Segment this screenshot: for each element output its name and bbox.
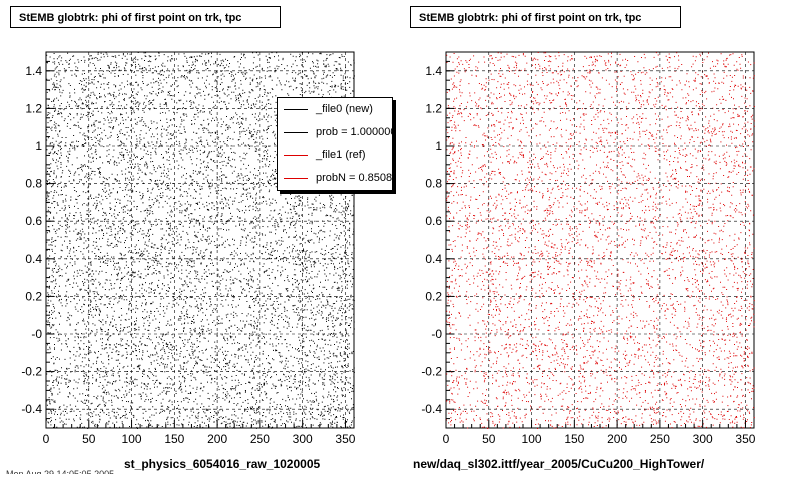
legend-line-file0 bbox=[284, 109, 308, 110]
y-tick-label: -0.4 bbox=[21, 402, 42, 416]
x-tick-label: 250 bbox=[250, 432, 270, 446]
y-tick-label: -0 bbox=[31, 327, 42, 341]
y-tick-label: 0.6 bbox=[25, 214, 42, 228]
x-tick-label: 350 bbox=[735, 432, 755, 446]
y-tick-label: 1 bbox=[435, 139, 442, 153]
legend-line-probn bbox=[284, 178, 308, 179]
plot-frame bbox=[445, 51, 755, 429]
legend-label-probn: probN = 0.850830 bbox=[316, 172, 393, 184]
y-tick-label: 1 bbox=[35, 139, 42, 153]
right-x-axis-label: new/daq_sl302.ittf/year_2005/CuCu200_Hig… bbox=[413, 457, 705, 471]
legend-item-file1: _file1 (ref) bbox=[278, 144, 392, 167]
legend-label-file1: _file1 (ref) bbox=[316, 149, 366, 161]
y-tick-label: -0.4 bbox=[421, 402, 442, 416]
legend: _file0 (new) prob = 1.000000 _file1 (ref… bbox=[277, 97, 393, 191]
legend-item-probn: probN = 0.850830 bbox=[278, 167, 392, 190]
y-tick-label: 1.4 bbox=[25, 64, 42, 78]
legend-line-prob bbox=[284, 132, 308, 133]
y-tick-label: 1.2 bbox=[425, 101, 442, 115]
x-tick-label: 50 bbox=[82, 432, 96, 446]
right-plot-title: StEMB globtrk: phi of first point on trk… bbox=[410, 6, 681, 28]
y-tick-label: 1.4 bbox=[425, 64, 442, 78]
y-tick-label: -0.2 bbox=[21, 365, 42, 379]
plot-panel-1: 0 50 100 150 200 250 300 350 -0.4 -0.2 -0 0.2 0.4 0.6… bbox=[421, 51, 756, 446]
y-tick-label: 0.2 bbox=[425, 289, 442, 303]
left-plot-title: StEMB globtrk: phi of first point on trk… bbox=[10, 6, 281, 28]
legend-line-file1 bbox=[284, 155, 308, 156]
x-tick-label: 0 bbox=[443, 432, 450, 446]
x-tick-label: 100 bbox=[522, 432, 542, 446]
left-x-axis-label: st_physics_6054016_raw_1020005 bbox=[124, 457, 321, 471]
y-tick-label: 0.4 bbox=[425, 252, 442, 266]
x-tick-label: 150 bbox=[564, 432, 584, 446]
x-tick-label: 100 bbox=[122, 432, 142, 446]
x-tick-label: 300 bbox=[293, 432, 313, 446]
x-tick-label: 150 bbox=[164, 432, 184, 446]
y-tick-label: 1.2 bbox=[25, 101, 42, 115]
y-tick-label: 0.6 bbox=[425, 214, 442, 228]
y-tick-label: 0.2 bbox=[25, 289, 42, 303]
y-tick-label: -0 bbox=[431, 327, 442, 341]
y-tick-label: -0.2 bbox=[421, 365, 442, 379]
x-tick-label: 0 bbox=[43, 432, 50, 446]
footer-timestamp: Mon Aug 29 14:05:05 2005 bbox=[6, 469, 115, 474]
y-tick-label: 0.8 bbox=[425, 177, 442, 191]
x-tick-label: 200 bbox=[207, 432, 227, 446]
legend-item-prob: prob = 1.000000 bbox=[278, 121, 392, 144]
legend-item-file0: _file0 (new) bbox=[278, 98, 392, 121]
x-tick-label: 200 bbox=[607, 432, 627, 446]
x-tick-label: 300 bbox=[693, 432, 713, 446]
x-tick-label: 250 bbox=[650, 432, 670, 446]
x-tick-label: 350 bbox=[335, 432, 355, 446]
y-tick-label: 0.4 bbox=[25, 252, 42, 266]
y-tick-label: 0.8 bbox=[25, 177, 42, 191]
legend-label-file0: _file0 (new) bbox=[316, 103, 373, 115]
x-tick-label: 50 bbox=[482, 432, 496, 446]
legend-label-prob: prob = 1.000000 bbox=[316, 126, 393, 138]
